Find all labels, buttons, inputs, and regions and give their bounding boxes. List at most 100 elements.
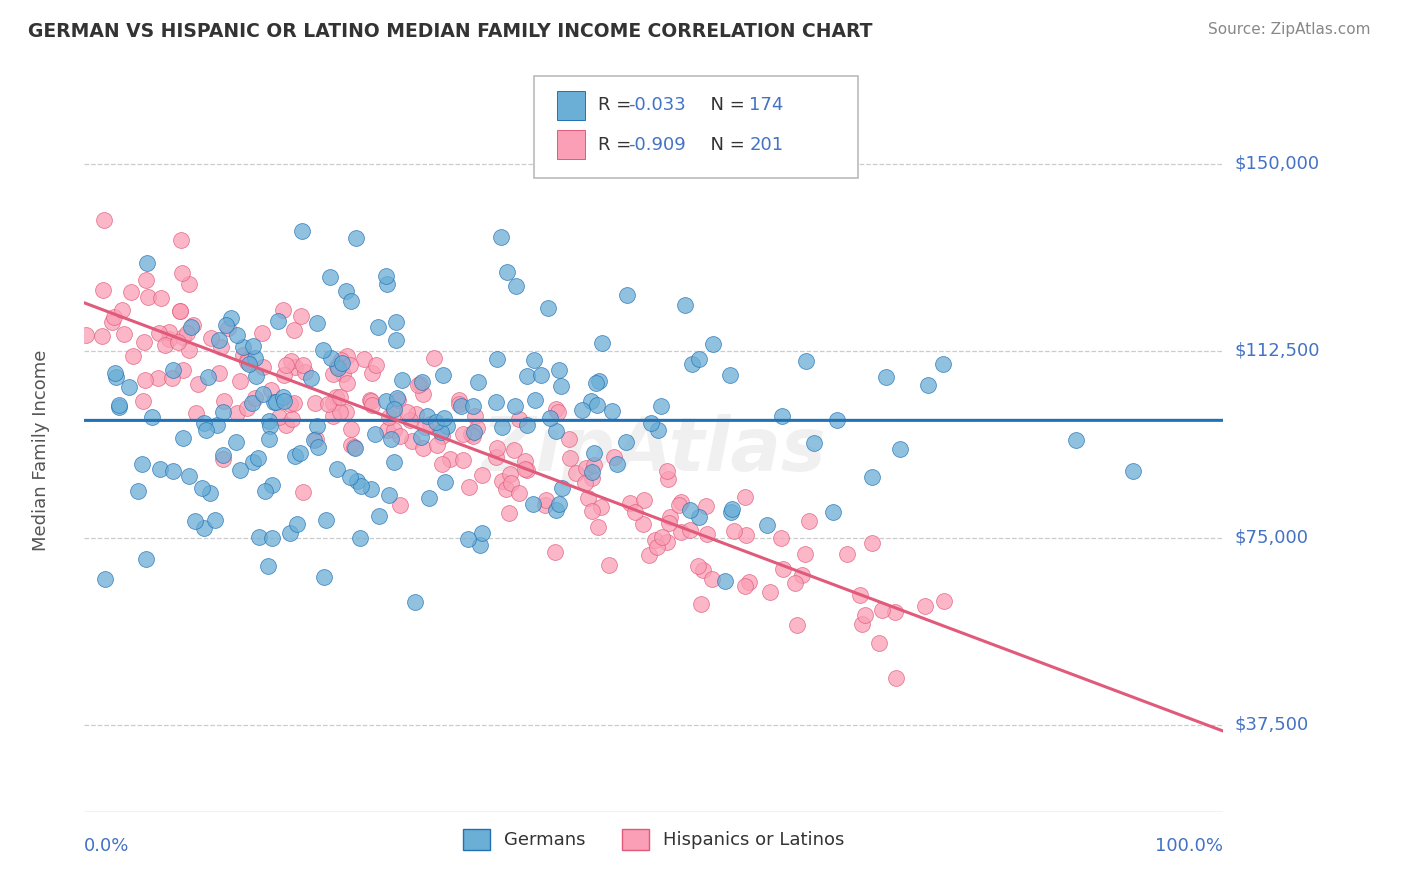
Point [600, 403, 623, 417]
Point [360, 483, 382, 497]
Point [238, 358, 260, 372]
Point [603, 450, 626, 464]
Text: -0.033: -0.033 [628, 96, 686, 114]
Point [284, 359, 307, 374]
Text: N =: N = [699, 136, 751, 153]
Point [214, 394, 236, 409]
Point [786, 618, 808, 632]
Point [495, 482, 517, 496]
Point [735, 528, 758, 542]
Point [644, 533, 666, 547]
Point [588, 374, 610, 388]
Text: R =: R = [598, 136, 637, 153]
Point [411, 375, 433, 389]
Point [267, 314, 290, 328]
Point [291, 223, 314, 237]
Point [505, 279, 527, 293]
Point [180, 320, 202, 334]
Point [108, 398, 131, 412]
Point [211, 448, 233, 462]
Point [713, 574, 735, 588]
Point [692, 563, 714, 577]
Point [658, 516, 681, 531]
Point [576, 491, 599, 505]
Point [299, 371, 322, 385]
Point [367, 320, 389, 334]
Point [794, 547, 817, 561]
Point [344, 441, 367, 455]
Point [575, 460, 598, 475]
Point [461, 429, 484, 443]
Point [738, 575, 761, 590]
Point [305, 433, 328, 447]
Point [325, 390, 347, 404]
Point [633, 493, 655, 508]
Point [449, 393, 471, 408]
Point [589, 500, 612, 514]
Point [288, 446, 311, 460]
Point [170, 233, 193, 247]
Point [172, 431, 194, 445]
Point [797, 514, 820, 528]
Point [242, 339, 264, 353]
Point [496, 264, 519, 278]
Point [91, 283, 114, 297]
Point [184, 514, 207, 528]
Point [194, 423, 217, 437]
Point [917, 377, 939, 392]
Point [404, 594, 426, 608]
Point [340, 438, 363, 452]
Point [523, 393, 546, 408]
Point [408, 376, 430, 391]
Point [696, 526, 718, 541]
Point [181, 318, 204, 332]
Point [783, 575, 806, 590]
Point [412, 442, 434, 456]
Point [835, 547, 858, 561]
Text: ZipAtlas: ZipAtlas [481, 414, 827, 487]
Point [382, 406, 405, 420]
Point [328, 361, 350, 376]
Point [498, 506, 520, 520]
Text: R =: R = [598, 96, 637, 114]
Point [651, 530, 673, 544]
Point [232, 340, 254, 354]
Point [225, 327, 247, 342]
Point [426, 437, 449, 451]
Point [132, 335, 155, 350]
Point [640, 416, 662, 430]
Text: Median Family Income: Median Family Income [32, 350, 51, 551]
Point [262, 531, 284, 545]
Point [136, 256, 159, 270]
Point [645, 540, 668, 554]
Point [772, 562, 794, 576]
Point [491, 230, 513, 244]
Point [250, 326, 273, 340]
Point [149, 291, 172, 305]
Point [307, 440, 329, 454]
Point [169, 303, 191, 318]
Point [657, 534, 679, 549]
Point [208, 333, 231, 347]
Point [200, 331, 222, 345]
Point [340, 293, 363, 308]
Point [368, 508, 391, 523]
Point [451, 427, 474, 442]
Point [399, 413, 422, 427]
Point [516, 417, 538, 432]
Point [311, 343, 333, 358]
Point [583, 446, 606, 460]
Point [343, 440, 366, 454]
Point [756, 518, 779, 533]
Point [412, 387, 434, 401]
Point [292, 359, 315, 373]
Point [339, 358, 361, 372]
Point [769, 531, 792, 545]
Point [361, 398, 384, 412]
Point [193, 521, 215, 535]
Point [104, 369, 127, 384]
Point [860, 470, 883, 484]
Point [419, 417, 441, 432]
Point [232, 349, 254, 363]
Point [616, 287, 638, 301]
